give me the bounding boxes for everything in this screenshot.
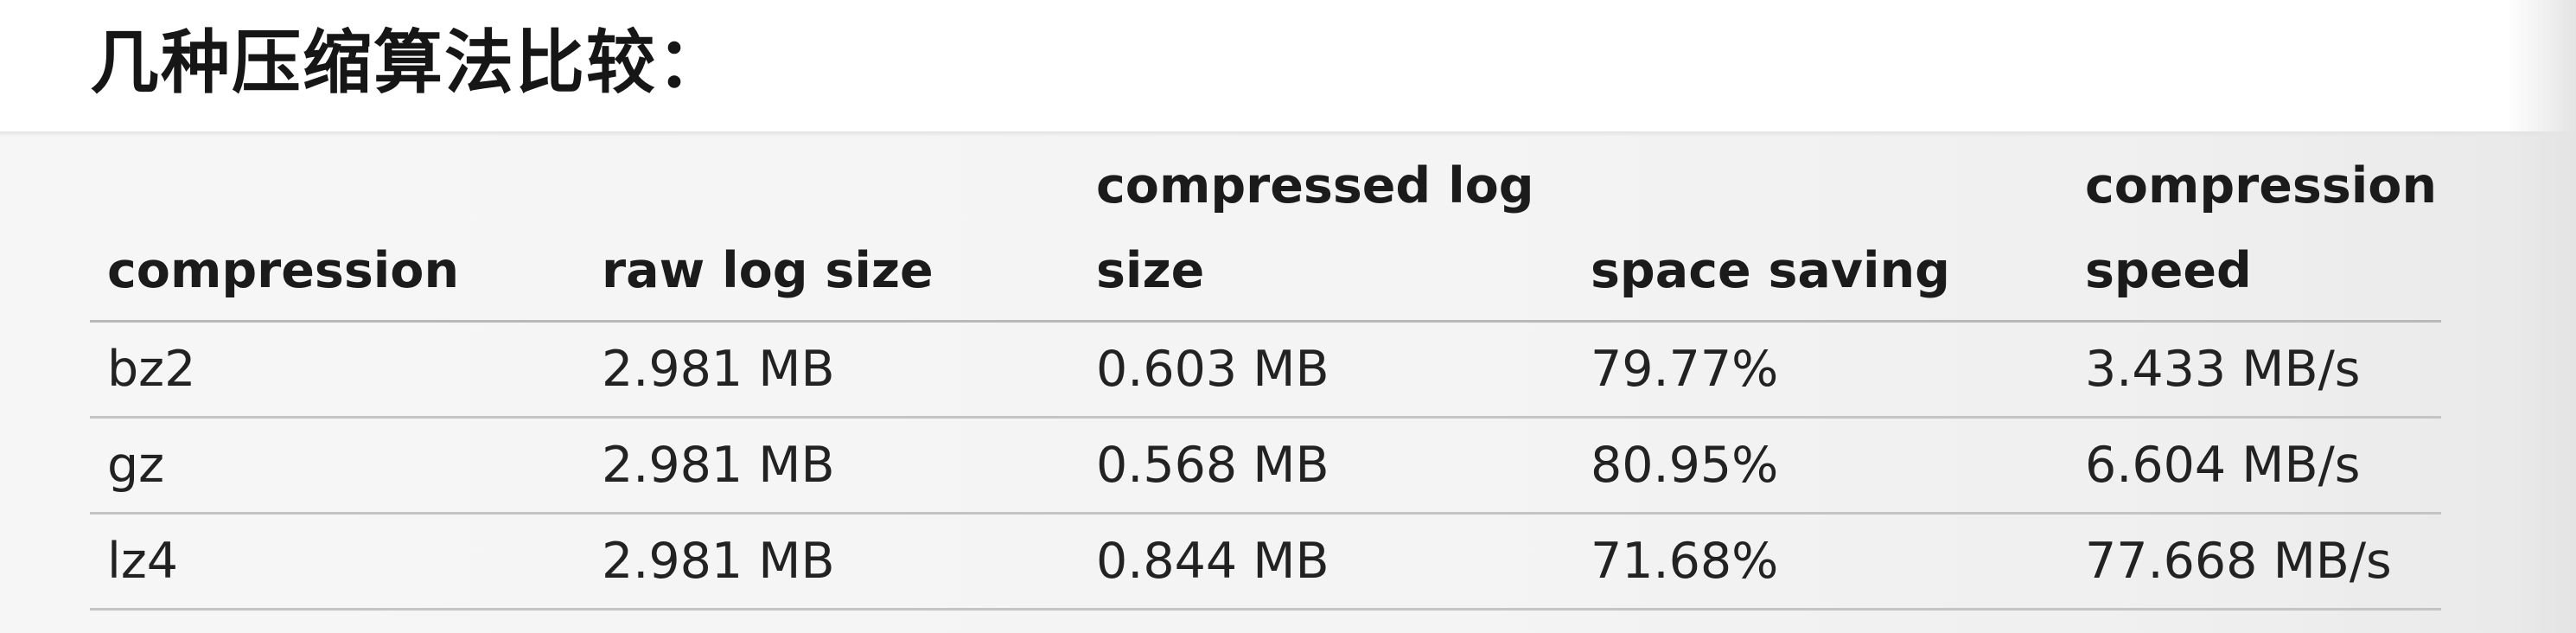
table-row: bz2 2.981 MB 0.603 MB 79.77% 3.433 MB/s [90, 321, 2441, 419]
cell-compression: bz2 [90, 321, 584, 419]
cell-space-saving: 79.77% [1573, 321, 2068, 419]
column-header-compression-speed: compression speed [2068, 131, 2441, 323]
table-header-row: compression raw log size compressed log … [90, 131, 2441, 323]
column-header-compressed-log-size: compressed log size [1079, 131, 1573, 323]
column-header-raw-log-size: raw log size [584, 131, 1079, 323]
cell-compression-speed: 3.433 MB/s [2068, 321, 2441, 419]
cell-compressed-log-size: 0.603 MB [1079, 321, 1573, 419]
cell-raw-log-size: 2.981 MB [584, 417, 1079, 515]
cell-compression: lz4 [90, 513, 584, 611]
column-header-space-saving: space saving [1573, 131, 2068, 323]
right-edge-shadow [2507, 0, 2576, 633]
cell-compressed-log-size: 0.568 MB [1079, 417, 1573, 515]
cell-compressed-log-size: 0.844 MB [1079, 513, 1573, 611]
comparison-table-panel: compression raw log size compressed log … [0, 131, 2576, 633]
cell-raw-log-size: 2.981 MB [584, 321, 1079, 419]
page-title: 几种压缩算法比较： [90, 22, 728, 103]
cell-compression-speed: 77.668 MB/s [2068, 513, 2441, 611]
compression-comparison-table: compression raw log size compressed log … [90, 131, 2441, 611]
column-header-compression: compression [90, 131, 584, 323]
table-row: lz4 2.981 MB 0.844 MB 71.68% 77.668 MB/s [90, 513, 2441, 611]
cell-space-saving: 80.95% [1573, 417, 2068, 515]
cell-compression: gz [90, 417, 584, 515]
cell-compression-speed: 6.604 MB/s [2068, 417, 2441, 515]
table-row: gz 2.981 MB 0.568 MB 80.95% 6.604 MB/s [90, 417, 2441, 515]
cell-space-saving: 71.68% [1573, 513, 2068, 611]
cell-raw-log-size: 2.981 MB [584, 513, 1079, 611]
